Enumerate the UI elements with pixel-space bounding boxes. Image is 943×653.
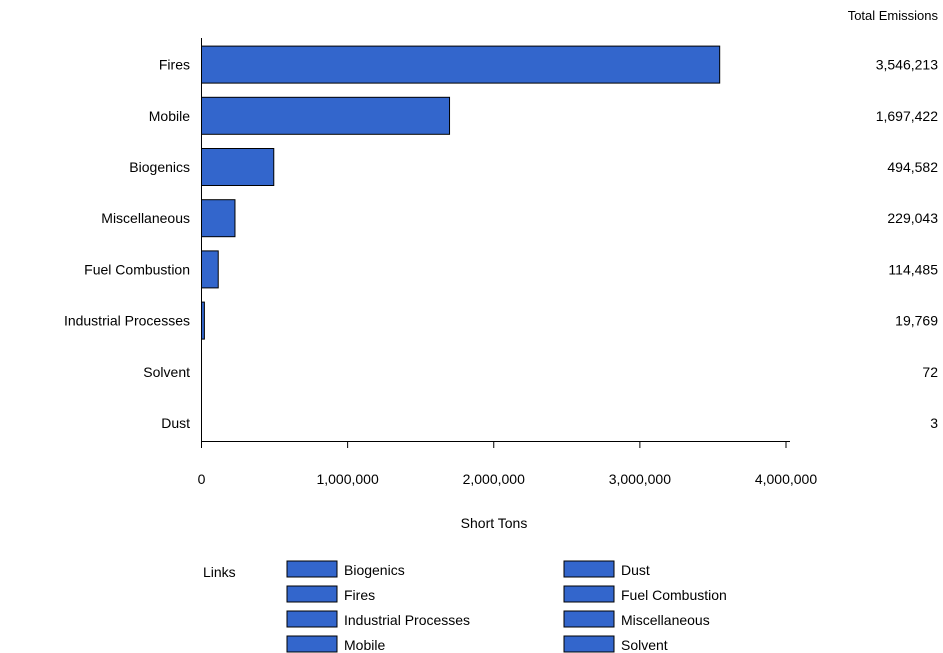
category-label-fuel-combustion: Fuel Combustion <box>84 261 190 277</box>
legend-label-industrial-processes: Industrial Processes <box>344 612 470 628</box>
total-label-biogenics: 494,582 <box>887 159 938 175</box>
total-label-mobile: 1,697,422 <box>876 108 938 124</box>
total-label-solvent: 72 <box>922 364 938 380</box>
x-tick-label: 3,000,000 <box>609 471 671 487</box>
total-label-dust: 3 <box>930 415 938 431</box>
category-label-biogenics: Biogenics <box>129 159 190 175</box>
legend-swatch-solvent <box>563 635 615 653</box>
legend-swatch-industrial-processes <box>286 610 338 628</box>
legend-swatch-fuel-combustion <box>563 585 615 603</box>
total-labels: 3,546,213 1,697,422 494,582 229,043 114,485 1… <box>876 57 939 431</box>
legend-swatch-dust <box>563 560 615 578</box>
category-label-dust: Dust <box>161 415 190 431</box>
legend-swatch-fires <box>286 585 338 603</box>
category-label-industrial-processes: Industrial Processes <box>64 313 190 329</box>
total-label-fires: 3,546,213 <box>876 57 938 73</box>
total-label-fuel-combustion: 114,485 <box>888 261 938 277</box>
legend-label-solvent: Solvent <box>621 637 668 653</box>
bar-fires <box>201 45 721 84</box>
category-label-mobile: Mobile <box>149 108 190 124</box>
category-label-solvent: Solvent <box>143 364 190 380</box>
total-label-industrial-processes: 19,769 <box>895 313 938 329</box>
total-label-miscellaneous: 229,043 <box>887 210 938 226</box>
bar-miscellaneous <box>201 199 236 238</box>
category-label-miscellaneous: Miscellaneous <box>101 210 190 226</box>
legend-label-dust: Dust <box>621 562 650 578</box>
legend-swatch-miscellaneous <box>563 610 615 628</box>
legend-label-fires: Fires <box>344 587 375 603</box>
category-label-fires: Fires <box>159 57 190 73</box>
legend-label-mobile: Mobile <box>344 637 385 653</box>
legend-label-biogenics: Biogenics <box>344 562 405 578</box>
category-labels: Fires Mobile Biogenics Miscellaneous Fuel Co… <box>64 57 190 431</box>
x-axis-ticks: 0 1,000,000 2,000,000 3,000,000 4,000,000 <box>198 441 817 487</box>
legend-label-miscellaneous: Miscellaneous <box>621 612 710 628</box>
x-tick-label: 0 <box>198 471 206 487</box>
legend: Biogenics Dust Fires Fuel Combustion Industr… <box>286 560 727 653</box>
bar-mobile <box>201 96 451 135</box>
bar-biogenics <box>201 148 275 186</box>
legend-swatch-mobile <box>286 635 338 653</box>
legend-label-fuel-combustion: Fuel Combustion <box>621 587 727 603</box>
x-tick-label: 1,000,000 <box>316 471 378 487</box>
x-tick-label: 2,000,000 <box>463 471 525 487</box>
legend-title: Links <box>203 564 236 580</box>
x-tick-label: 4,000,000 <box>755 471 817 487</box>
x-axis-title: Short Tons <box>461 515 528 531</box>
total-emissions-header: Total Emissions <box>848 8 939 23</box>
legend-swatch-biogenics <box>286 560 338 578</box>
bar-fuel-combustion <box>201 250 219 289</box>
bars-group <box>201 45 721 442</box>
